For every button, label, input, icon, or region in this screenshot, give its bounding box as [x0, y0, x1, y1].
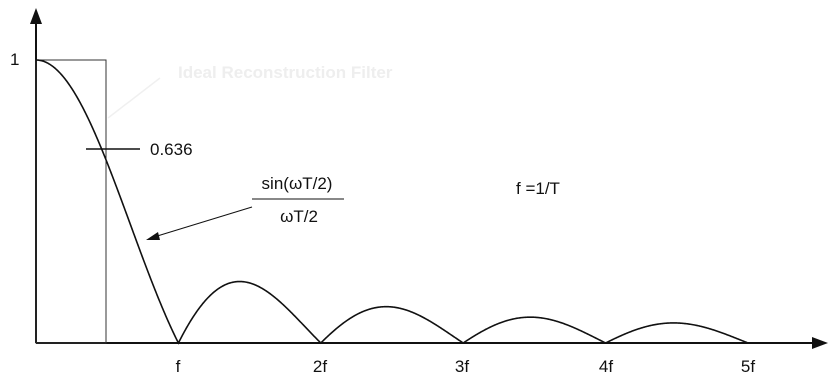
sinc-curve	[35, 59, 749, 345]
x-tick-label: 2f	[313, 357, 327, 376]
ideal-filter-label: Ideal Reconstruction Filter	[178, 63, 393, 82]
x-tick-label: f	[176, 357, 181, 376]
x-tick-label: 5f	[741, 357, 755, 376]
value-annotation: 0.636	[150, 140, 193, 159]
ideal-filter-box	[35, 59, 107, 344]
x-tick-label: 4f	[599, 357, 613, 376]
frequency-relation: f =1/T	[516, 179, 560, 198]
formula-pointer-arrowhead	[146, 232, 160, 240]
ideal-filter-pointer	[107, 77, 161, 119]
y-tick-label-one: 1	[10, 50, 19, 69]
formula-numerator: sin(ωT/2)	[262, 174, 333, 193]
x-tick-label: 3f	[455, 357, 469, 376]
x-axis-arrowhead	[812, 337, 828, 349]
y-axis-arrowhead	[30, 8, 42, 24]
formula-denominator: ωT/2	[280, 207, 318, 226]
formula-pointer	[153, 206, 253, 238]
